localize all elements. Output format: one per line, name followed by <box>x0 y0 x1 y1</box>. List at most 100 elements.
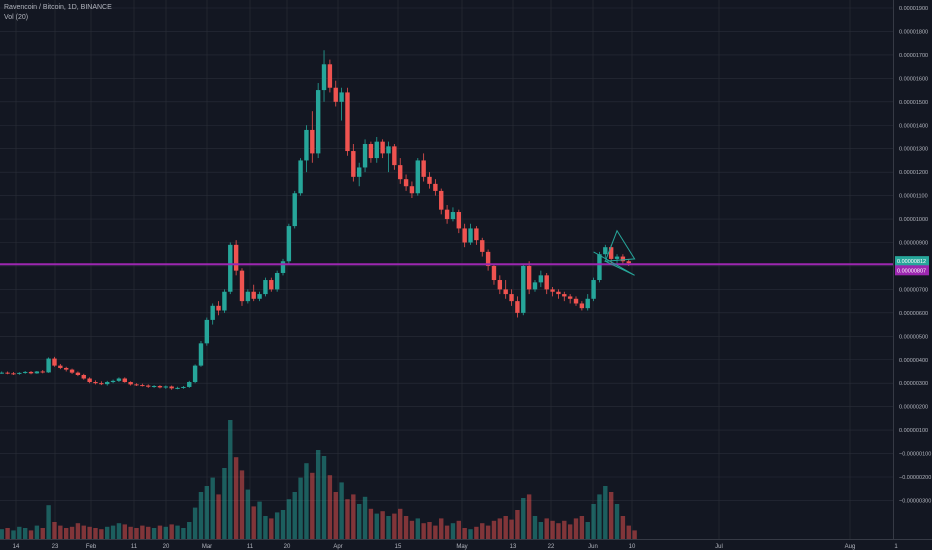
volume-bar <box>110 525 116 540</box>
volume-indicator-label[interactable]: Vol (20) <box>4 14 29 21</box>
candle-body <box>63 367 69 370</box>
candle-body <box>585 298 590 309</box>
y-tick-label: 0.00001400 <box>899 123 928 129</box>
candle-body <box>11 373 16 375</box>
volume-bar <box>556 523 561 540</box>
chart-legend: Ravencoin / Bitcoin, 1D, BINANCE Vol (20… <box>4 3 112 23</box>
candle-body <box>210 305 215 320</box>
volume-bar <box>626 525 631 540</box>
y-tick-label: 0.00000500 <box>899 334 928 340</box>
volume-bar <box>274 512 280 540</box>
candle-body <box>497 280 503 290</box>
volume-bar <box>444 525 450 540</box>
volume-bar <box>116 523 122 540</box>
candle-body <box>93 382 98 384</box>
volume-bar <box>0 529 4 540</box>
volume-bar <box>122 524 127 540</box>
candle-body <box>333 87 338 102</box>
volume-bar <box>228 420 233 540</box>
x-tick-label: 11 <box>247 544 254 550</box>
volume-bar <box>146 526 151 540</box>
volume-bar <box>292 492 297 540</box>
volume-bar <box>58 525 63 540</box>
y-tick-label: 0.00001100 <box>899 194 928 200</box>
volume-bar <box>497 518 503 540</box>
volume-bar <box>321 456 327 540</box>
candle-body <box>532 282 538 290</box>
level-price-tag <box>895 265 929 276</box>
volume-bar <box>421 523 426 540</box>
volume-bar <box>204 486 210 540</box>
x-tick-label: 15 <box>395 544 402 550</box>
candle-body <box>480 240 485 252</box>
y-tick-label: 0.00000100 <box>899 428 928 434</box>
volume-bar <box>69 526 75 540</box>
candle-body <box>34 371 40 374</box>
level-price-text: 0.00000807 <box>897 268 926 274</box>
candle-body <box>269 280 274 290</box>
volume-bar <box>222 468 227 540</box>
volume-bar <box>163 526 169 540</box>
candle-body <box>327 64 333 88</box>
y-tick-label: 0.00001200 <box>899 170 928 176</box>
volume-bar <box>398 508 403 540</box>
volume-bar <box>439 518 444 540</box>
candle-body <box>603 247 608 255</box>
volume-bar <box>40 528 45 540</box>
volume-bar <box>468 529 473 540</box>
volume-bar <box>362 496 368 540</box>
volume-bar <box>526 494 532 540</box>
candle-body <box>433 183 438 191</box>
candle-body <box>122 378 127 383</box>
candle-body <box>52 358 57 366</box>
pennant-lines[interactable] <box>593 229 636 276</box>
volume-bar <box>339 482 344 540</box>
x-tick-label: 22 <box>548 544 555 550</box>
candle-body <box>386 146 391 154</box>
candle-body <box>562 294 567 297</box>
candle-body <box>17 372 22 374</box>
candle-body <box>192 365 198 383</box>
candle-body <box>0 372 4 374</box>
candle-body <box>292 193 297 227</box>
candle-body <box>169 386 174 389</box>
candle-body <box>456 212 462 229</box>
y-tick-label: 0.00001900 <box>899 6 928 12</box>
x-tick-label: 13 <box>510 544 517 550</box>
candle-body <box>216 305 221 311</box>
volume-bar <box>5 528 10 540</box>
candle-body <box>573 298 579 304</box>
volume-bar <box>567 524 573 540</box>
y-tick-label: 0.00000200 <box>899 405 928 411</box>
volume-bar <box>368 508 374 540</box>
x-tick-label: Apr <box>333 544 342 550</box>
candle-body <box>140 385 145 387</box>
volume-bar <box>269 518 274 540</box>
candle-body <box>468 228 473 243</box>
candle-body <box>474 228 479 241</box>
candle-body <box>556 291 561 295</box>
pennant-pattern <box>593 229 636 276</box>
volume-bar <box>280 510 286 540</box>
candle-body <box>398 165 403 180</box>
volume-bar <box>315 450 321 540</box>
candle-body <box>181 386 186 388</box>
time-axis[interactable]: 14 23 Feb 11 20 Mar 11 20 Apr 15 May 13 22 Jun 10 Jul Au… <box>0 539 932 550</box>
symbol-title[interactable]: Ravencoin / Bitcoin, 1D, BINANCE <box>4 4 112 11</box>
x-tick-label: Mar <box>202 544 212 550</box>
volume-bar <box>345 499 350 540</box>
candlesticks <box>0 50 631 390</box>
volume-bar <box>181 528 186 540</box>
y-tick-label: 0.00001700 <box>899 53 928 59</box>
candle-body <box>175 387 180 389</box>
volume-bar <box>351 494 356 540</box>
volume-bar <box>210 477 215 540</box>
y-tick-label: 0.00001800 <box>899 29 928 35</box>
y-tick-label: −0.00000100 <box>899 452 931 458</box>
volume-bar <box>403 516 409 540</box>
x-tick-label: 11 <box>131 544 138 550</box>
volume-bar <box>462 528 467 540</box>
candle-body <box>204 319 210 344</box>
candle-body <box>345 92 350 152</box>
